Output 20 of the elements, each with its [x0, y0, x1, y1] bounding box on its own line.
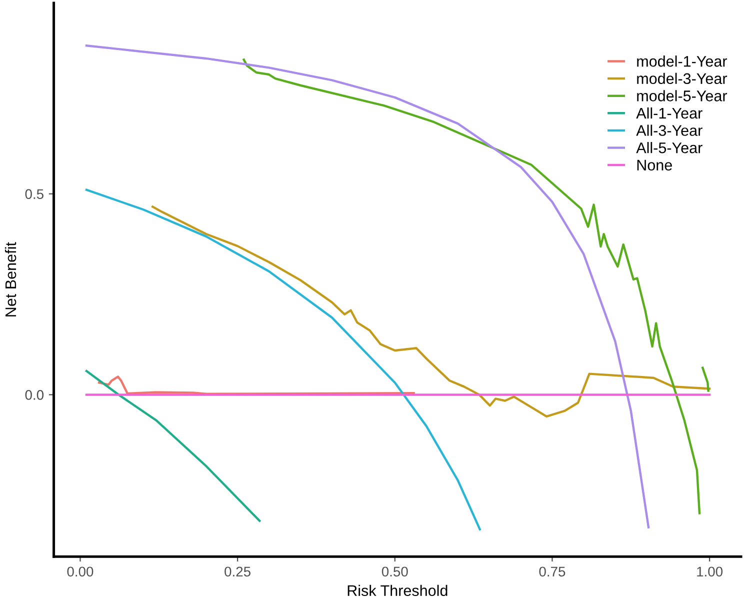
x-tick-label: 0.50	[382, 566, 408, 577]
line-series	[85, 188, 481, 530]
y-axis-title: Net Benefit	[4, 242, 16, 316]
x-tick-label: 0.75	[539, 566, 566, 577]
y-tick-label: 0.5	[25, 189, 44, 200]
x-axis-title: Risk Threshold	[348, 584, 448, 596]
x-tick-label: 0.00	[67, 566, 94, 577]
line-series	[151, 206, 711, 418]
legend-label: All-5-Year	[636, 142, 702, 154]
legend-label: None	[637, 160, 672, 171]
legend-label: All-3-Year	[636, 124, 702, 136]
legend-label: model-1-Year	[637, 56, 728, 67]
y-tick-label: 0.0	[25, 390, 44, 400]
legend-label: All-1-Year	[636, 107, 702, 119]
x-tick-label: 1.00	[697, 566, 723, 577]
line-series	[85, 370, 261, 522]
x-tick-label: 0.25	[224, 566, 250, 577]
line-series	[98, 376, 415, 396]
legend-label: model-5-Year	[637, 90, 728, 102]
legend-label: model-3-Year	[637, 72, 728, 84]
